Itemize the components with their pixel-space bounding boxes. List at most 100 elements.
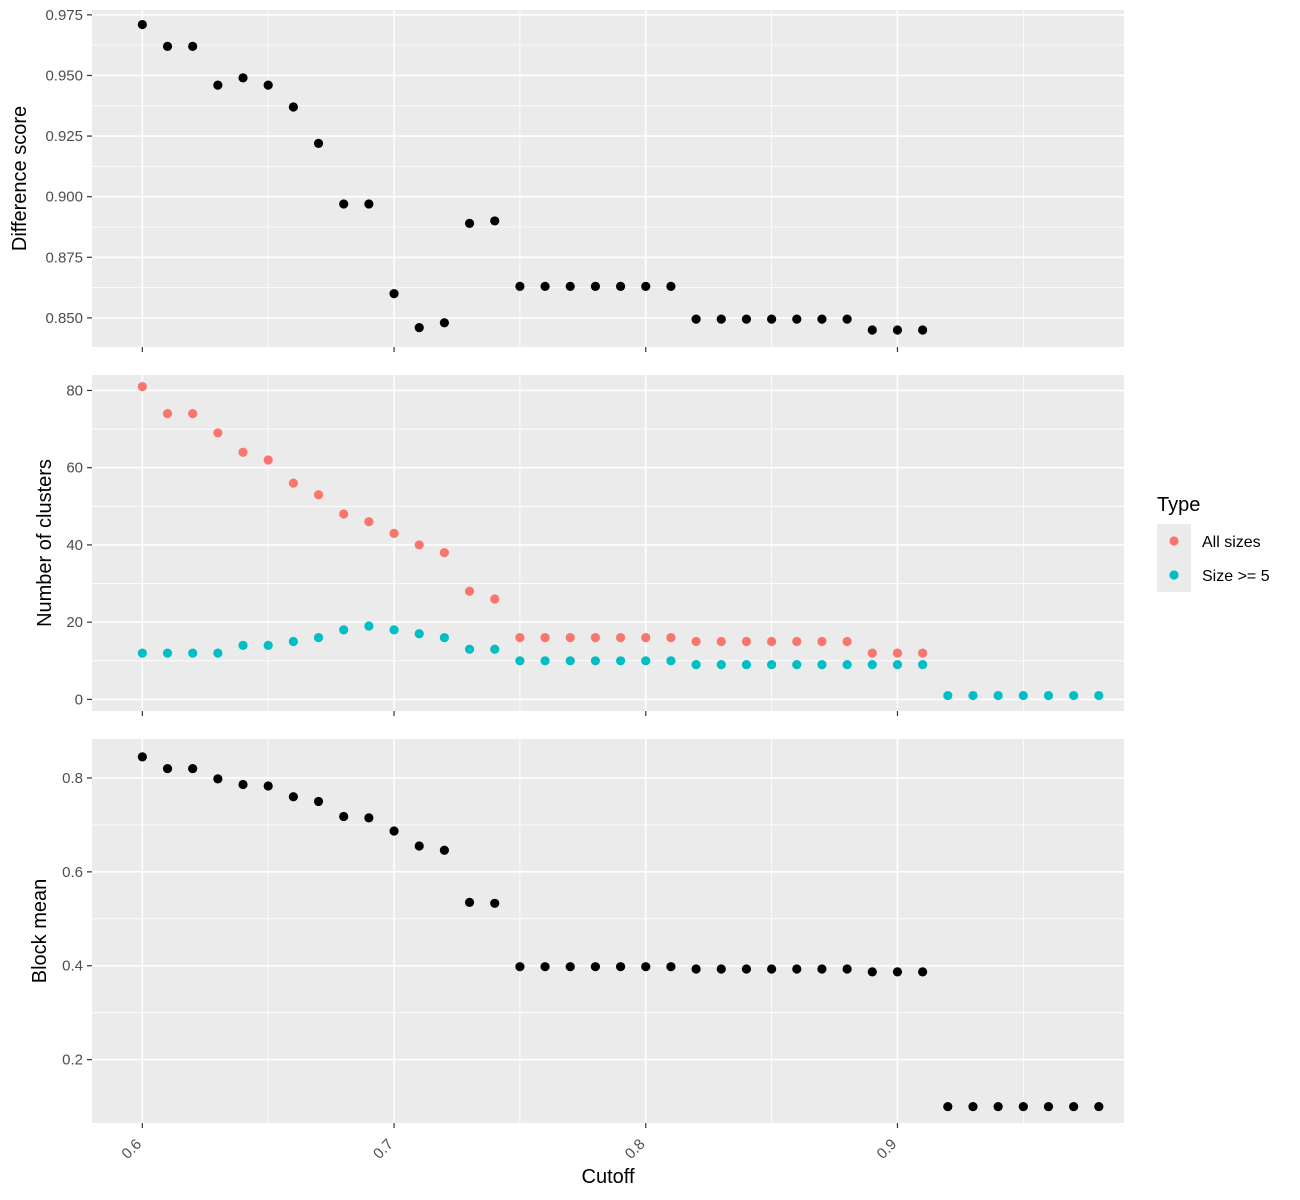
data-point [666, 656, 676, 666]
y-tick-label: 0.8 [62, 770, 83, 787]
data-point [867, 325, 877, 335]
data-point [615, 281, 626, 291]
data-point [540, 962, 550, 972]
data-point [767, 314, 777, 324]
y-tick-label: 40 [66, 537, 83, 554]
x-tick-label: 0.9 [874, 1136, 901, 1163]
data-point [414, 629, 424, 639]
data-point [817, 314, 827, 324]
x-axis-title: Cutoff [582, 1166, 635, 1188]
data-point [263, 781, 273, 791]
legend-key-all-sizes [1169, 536, 1179, 546]
data-point [1094, 690, 1104, 701]
data-point [767, 964, 777, 974]
data-point [641, 962, 651, 972]
data-point [918, 967, 928, 977]
legend: Type All sizes Size >= 5 [1157, 494, 1270, 592]
panel-background [92, 375, 1124, 711]
data-point [490, 644, 500, 654]
data-point [792, 964, 802, 974]
data-point [213, 428, 223, 438]
data-point [389, 289, 399, 299]
data-point [918, 648, 928, 658]
data-point [590, 281, 601, 291]
data-point [238, 779, 248, 790]
data-point [339, 811, 349, 822]
data-point [918, 660, 928, 670]
data-point [1043, 1101, 1054, 1112]
y-tick-label: 0.6 [62, 864, 83, 881]
data-point [238, 73, 248, 83]
legend-title: Type [1157, 494, 1200, 516]
data-point [691, 660, 701, 670]
data-point [162, 41, 173, 51]
data-point [943, 1101, 953, 1112]
legend-label-size-ge-5: Size >= 5 [1202, 568, 1270, 585]
data-point [565, 656, 575, 666]
data-point [188, 648, 198, 658]
data-point [1069, 690, 1079, 701]
data-point [943, 690, 953, 701]
data-point [188, 409, 198, 419]
data-point [439, 548, 449, 558]
data-point [313, 796, 324, 807]
data-point [741, 314, 752, 324]
data-point [792, 660, 802, 670]
data-point [364, 813, 374, 823]
data-point [464, 586, 475, 596]
data-point [867, 648, 877, 658]
data-point [565, 962, 575, 972]
data-point [590, 962, 601, 972]
data-point [666, 962, 676, 972]
data-point [439, 633, 449, 643]
y-tick-label: 0.950 [45, 67, 83, 84]
data-point [817, 636, 827, 647]
x-tick-label: 0.6 [118, 1136, 145, 1163]
data-point [162, 763, 173, 774]
data-point [792, 314, 802, 324]
data-point [892, 660, 903, 670]
y-axis-title: Number of clusters [34, 459, 56, 627]
data-point [792, 636, 802, 647]
data-point [590, 633, 601, 643]
data-point [414, 540, 424, 550]
series-1 [137, 19, 928, 335]
data-point [892, 648, 903, 658]
data-point [137, 19, 147, 30]
data-point [490, 898, 500, 908]
x-axis: 0.6 0.7 0.8 0.9 [118, 1136, 900, 1163]
data-point [389, 625, 399, 635]
data-point [238, 447, 248, 457]
data-point [464, 644, 475, 654]
data-point [615, 962, 626, 972]
data-point [892, 325, 903, 335]
data-point [137, 752, 147, 762]
data-point [313, 138, 324, 148]
y-tick-label: 0.975 [45, 7, 83, 24]
data-point [590, 656, 601, 666]
data-point [641, 281, 651, 291]
y-tick-label: 80 [66, 382, 83, 399]
data-point [464, 897, 475, 907]
data-point [414, 323, 424, 333]
data-point [515, 656, 525, 666]
y-axis-title: Block mean [29, 879, 51, 984]
series-2 [137, 621, 1104, 701]
x-tick-label: 0.7 [370, 1136, 397, 1163]
data-point [641, 656, 651, 666]
data-point [1018, 690, 1028, 701]
data-point [691, 964, 701, 974]
data-point [439, 318, 449, 328]
data-point [993, 690, 1003, 701]
data-point [716, 660, 726, 670]
data-point [213, 648, 223, 658]
data-point [263, 640, 273, 650]
data-point [162, 409, 173, 419]
legend-label-all-sizes: All sizes [1202, 534, 1261, 551]
data-point [464, 218, 475, 228]
y-tick-label: 0.925 [45, 128, 83, 145]
data-point [515, 281, 525, 291]
data-point [213, 774, 223, 784]
panel-background [92, 739, 1124, 1123]
data-point [339, 199, 349, 209]
